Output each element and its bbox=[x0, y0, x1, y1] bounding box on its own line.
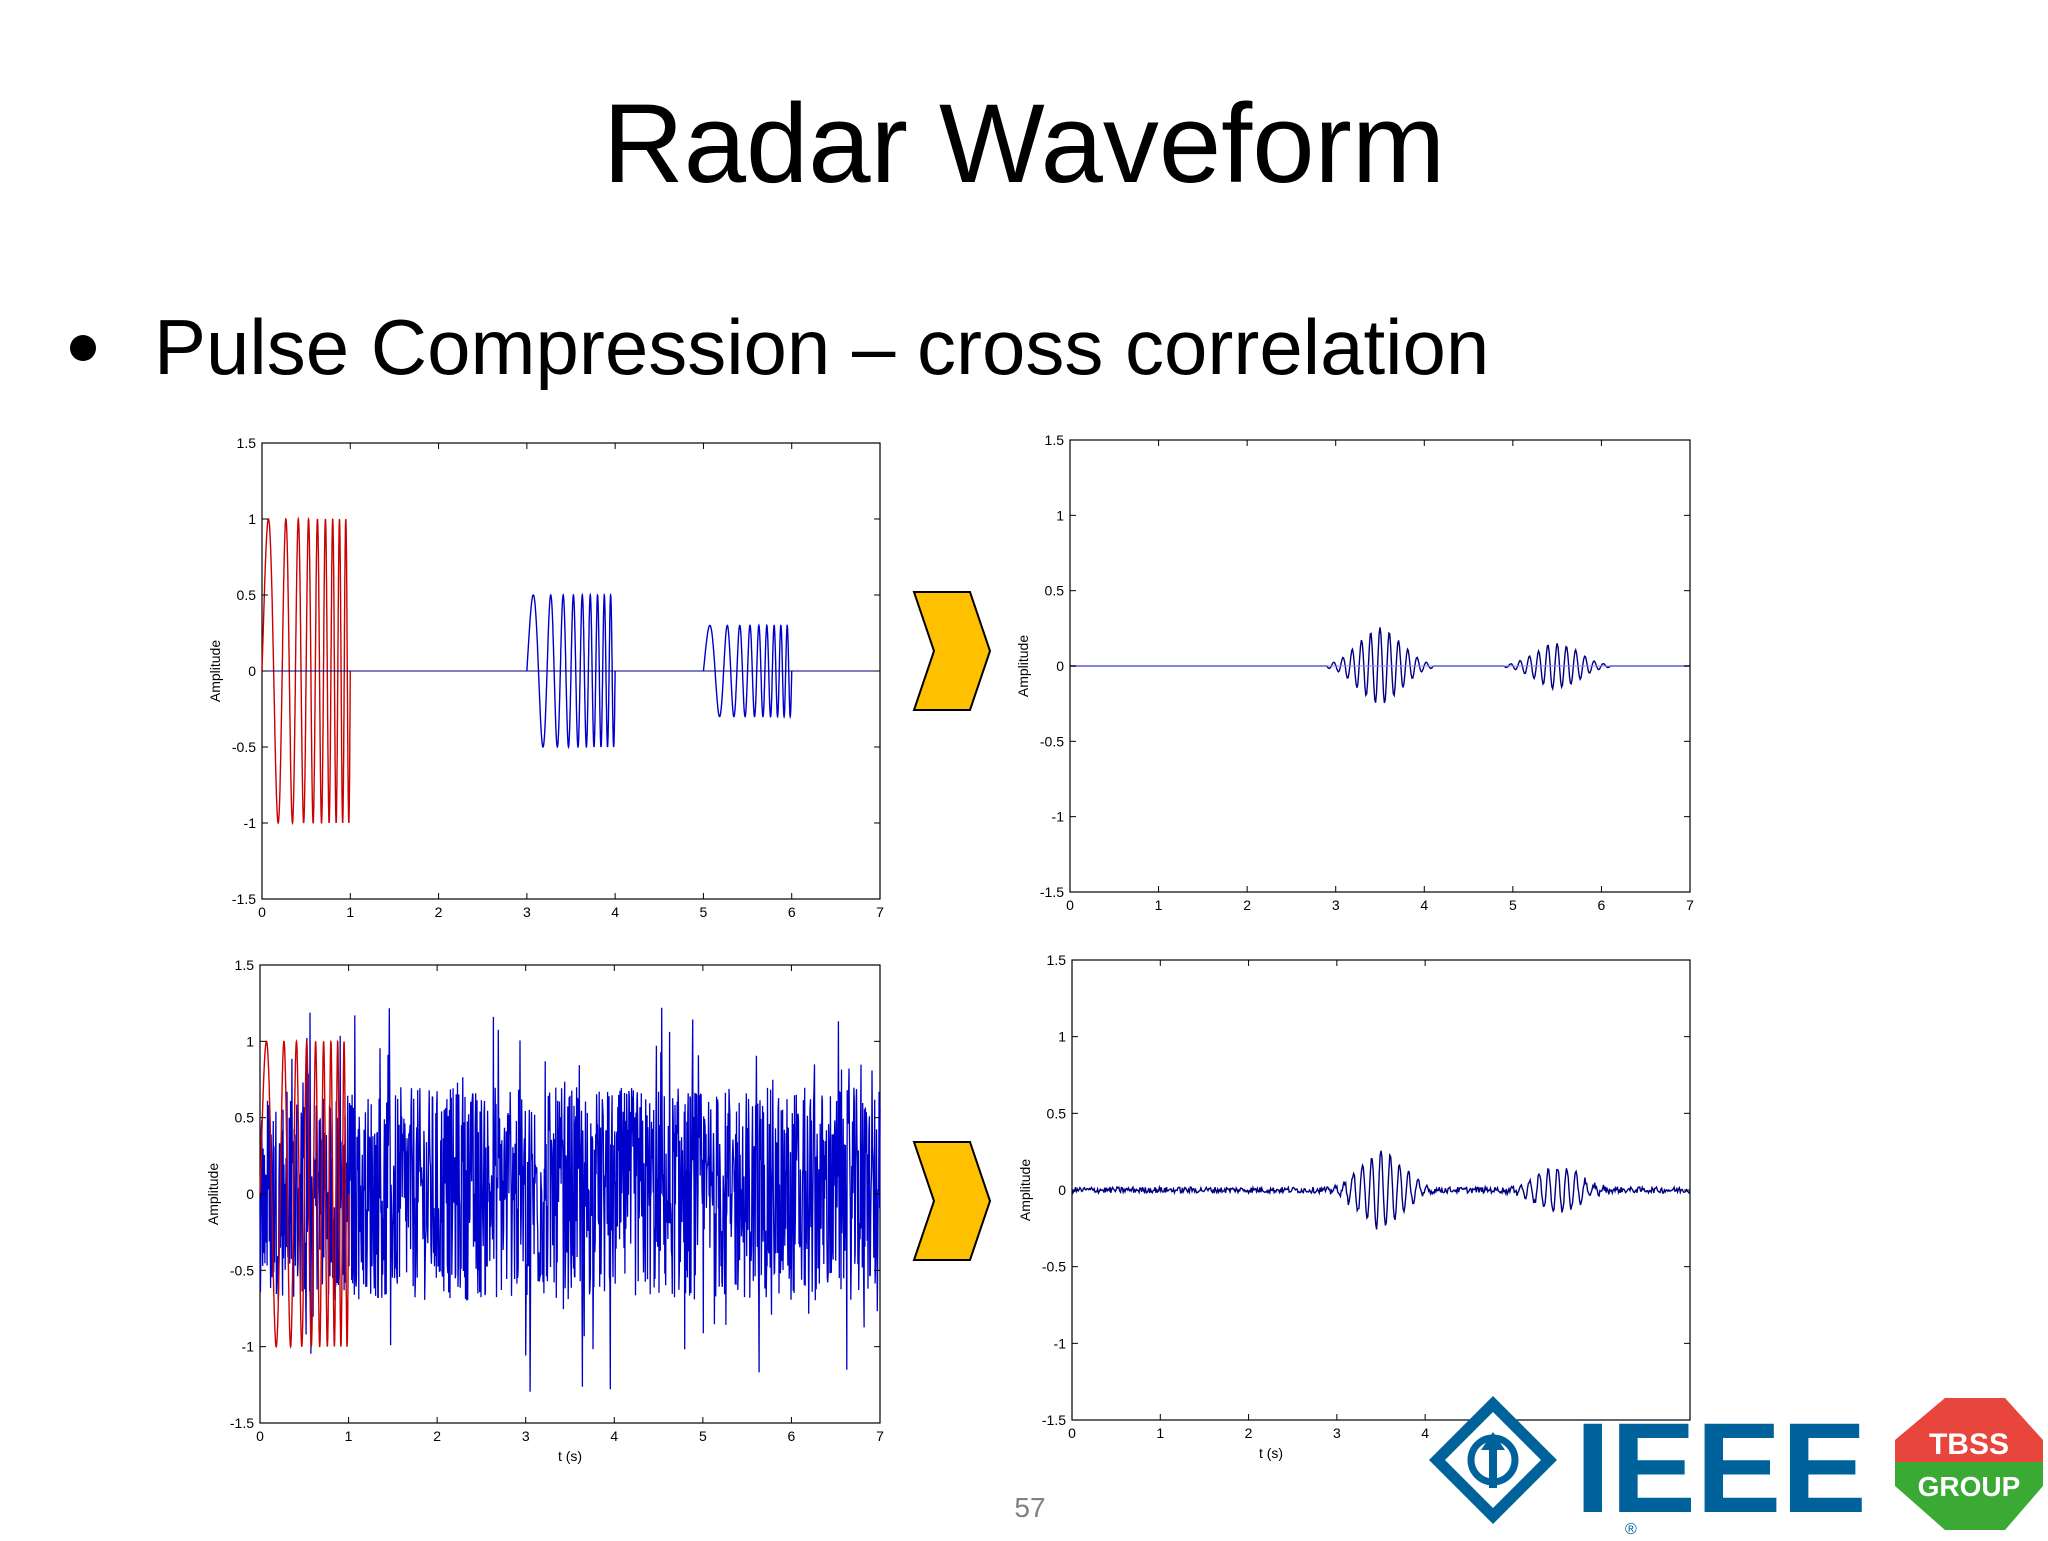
series-line bbox=[259, 1007, 881, 1392]
y-tick-label: -1 bbox=[244, 815, 257, 831]
x-tick-label: 3 bbox=[1333, 1425, 1341, 1441]
bullet-dot-icon bbox=[70, 334, 96, 361]
x-tick-label: 7 bbox=[876, 1428, 884, 1444]
y-tick-label: -1.5 bbox=[1042, 1412, 1066, 1428]
x-tick-label: 1 bbox=[346, 904, 354, 920]
ieee-diamond-icon bbox=[1429, 1396, 1557, 1524]
x-tick-label: 2 bbox=[1245, 1425, 1253, 1441]
y-tick-label: -0.5 bbox=[230, 1262, 254, 1278]
y-tick-label: 1.5 bbox=[1047, 952, 1067, 968]
x-tick-label: 4 bbox=[1420, 897, 1428, 913]
y-tick-label: -1 bbox=[1052, 809, 1065, 825]
x-tick-label: 5 bbox=[699, 1428, 707, 1444]
y-tick-label: 1.5 bbox=[1045, 432, 1065, 448]
chart-transmit-receive-noisy: 0 1 2 3 4 5 6 7 1.5 1 0.5 0 -0.5 -1 -1.5 Amplitude t (s) bbox=[198, 955, 898, 1464]
x-tick-label: 4 bbox=[610, 1428, 618, 1444]
x-tick-label: 1 bbox=[1156, 1425, 1164, 1441]
y-tick-label: 0 bbox=[1058, 1182, 1066, 1198]
x-tick-label: 0 bbox=[1068, 1425, 1076, 1441]
y-tick-label: 1.5 bbox=[237, 435, 257, 451]
y-tick-label: 0.5 bbox=[237, 587, 257, 603]
y-tick-label: 1 bbox=[1056, 507, 1064, 523]
x-tick-label: 6 bbox=[788, 904, 796, 920]
x-tick-label: 3 bbox=[522, 1428, 530, 1444]
y-tick-label: 0.5 bbox=[1047, 1105, 1067, 1121]
series-line bbox=[1071, 1150, 1691, 1230]
y-tick-label: 1 bbox=[248, 511, 256, 527]
x-tick-label: 5 bbox=[700, 904, 708, 920]
y-axis-label: Amplitude bbox=[1017, 1159, 1033, 1221]
y-tick-label: 0.5 bbox=[1045, 583, 1065, 599]
x-tick-label: 1 bbox=[345, 1428, 353, 1444]
y-tick-label: 0 bbox=[1056, 658, 1064, 674]
bullet-text: Pulse Compression – cross correlation bbox=[154, 303, 1490, 391]
x-tick-label: 6 bbox=[788, 1428, 796, 1444]
tbss-hexagon-icon: TBSS GROUP bbox=[1895, 1398, 2043, 1530]
bullet-item: Pulse Compression – cross correlation bbox=[70, 302, 1489, 393]
x-axis-label: t (s) bbox=[1259, 1445, 1283, 1461]
y-tick-label: -1.5 bbox=[230, 1415, 254, 1431]
y-axis-label: Amplitude bbox=[207, 640, 223, 702]
y-tick-label: 1 bbox=[246, 1033, 254, 1049]
y-tick-label: -0.5 bbox=[1040, 733, 1064, 749]
chart-transmit-receive-clean: 0 1 2 3 4 5 6 7 1.5 1 0.5 0 -0.5 -1 -1.5 Amplitude bbox=[200, 435, 900, 925]
x-tick-label: 6 bbox=[1598, 897, 1606, 913]
tbss-logo-top: TBSS bbox=[1929, 1428, 2009, 1461]
y-tick-label: 0 bbox=[246, 1186, 254, 1202]
x-tick-label: 0 bbox=[256, 1428, 264, 1444]
y-tick-label: 0 bbox=[248, 663, 256, 679]
x-tick-label: 7 bbox=[876, 904, 884, 920]
chart-correlation-noisy: 0 1 2 3 4 1.5 1 0.5 0 -0.5 -1 -1.5 Amplitude t (s) bbox=[1010, 952, 1710, 1461]
ieee-registered-mark: ® bbox=[1625, 1521, 1637, 1536]
x-tick-label: 3 bbox=[1332, 897, 1340, 913]
x-tick-label: 5 bbox=[1509, 897, 1517, 913]
series-line bbox=[259, 1038, 350, 1349]
tbss-logo-bottom: GROUP bbox=[1918, 1471, 2021, 1502]
x-tick-label: 2 bbox=[435, 904, 443, 920]
y-tick-label: 1.5 bbox=[235, 957, 255, 973]
x-tick-label: 2 bbox=[433, 1428, 441, 1444]
y-tick-label: -0.5 bbox=[1042, 1259, 1066, 1275]
y-tick-label: 1 bbox=[1058, 1029, 1066, 1045]
x-tick-label: 1 bbox=[1155, 897, 1163, 913]
x-tick-label: 4 bbox=[611, 904, 619, 920]
chevron-right-icon bbox=[912, 590, 992, 717]
y-tick-label: -0.5 bbox=[232, 739, 256, 755]
y-tick-label: -1 bbox=[242, 1339, 255, 1355]
x-tick-label: 4 bbox=[1421, 1425, 1429, 1441]
page-number: 57 bbox=[1014, 1492, 1046, 1523]
y-tick-label: 0.5 bbox=[235, 1110, 255, 1126]
chevron-right-icon bbox=[912, 1140, 992, 1267]
x-tick-label: 7 bbox=[1686, 897, 1694, 913]
ieee-logo-text: IEEE bbox=[1575, 1397, 1867, 1536]
chart-correlation-clean: 0 1 2 3 4 5 6 7 1.5 1 0.5 0 -0.5 -1 -1.5 Amplitude bbox=[1008, 430, 1708, 915]
x-tick-label: 3 bbox=[523, 904, 531, 920]
x-tick-label: 0 bbox=[1066, 897, 1074, 913]
y-axis-label: Amplitude bbox=[1015, 635, 1031, 697]
x-tick-label: 2 bbox=[1243, 897, 1251, 913]
x-tick-label: 0 bbox=[258, 904, 266, 920]
y-tick-label: -1.5 bbox=[232, 891, 256, 907]
y-axis-label: Amplitude bbox=[205, 1163, 221, 1225]
y-tick-label: -1 bbox=[1054, 1335, 1067, 1351]
logo-area: IEEE ® TBSS GROUP bbox=[1425, 1390, 2048, 1540]
slide-title: Radar Waveform bbox=[602, 81, 1446, 206]
y-tick-label: -1.5 bbox=[1040, 884, 1064, 900]
x-axis-label: t (s) bbox=[558, 1448, 582, 1464]
